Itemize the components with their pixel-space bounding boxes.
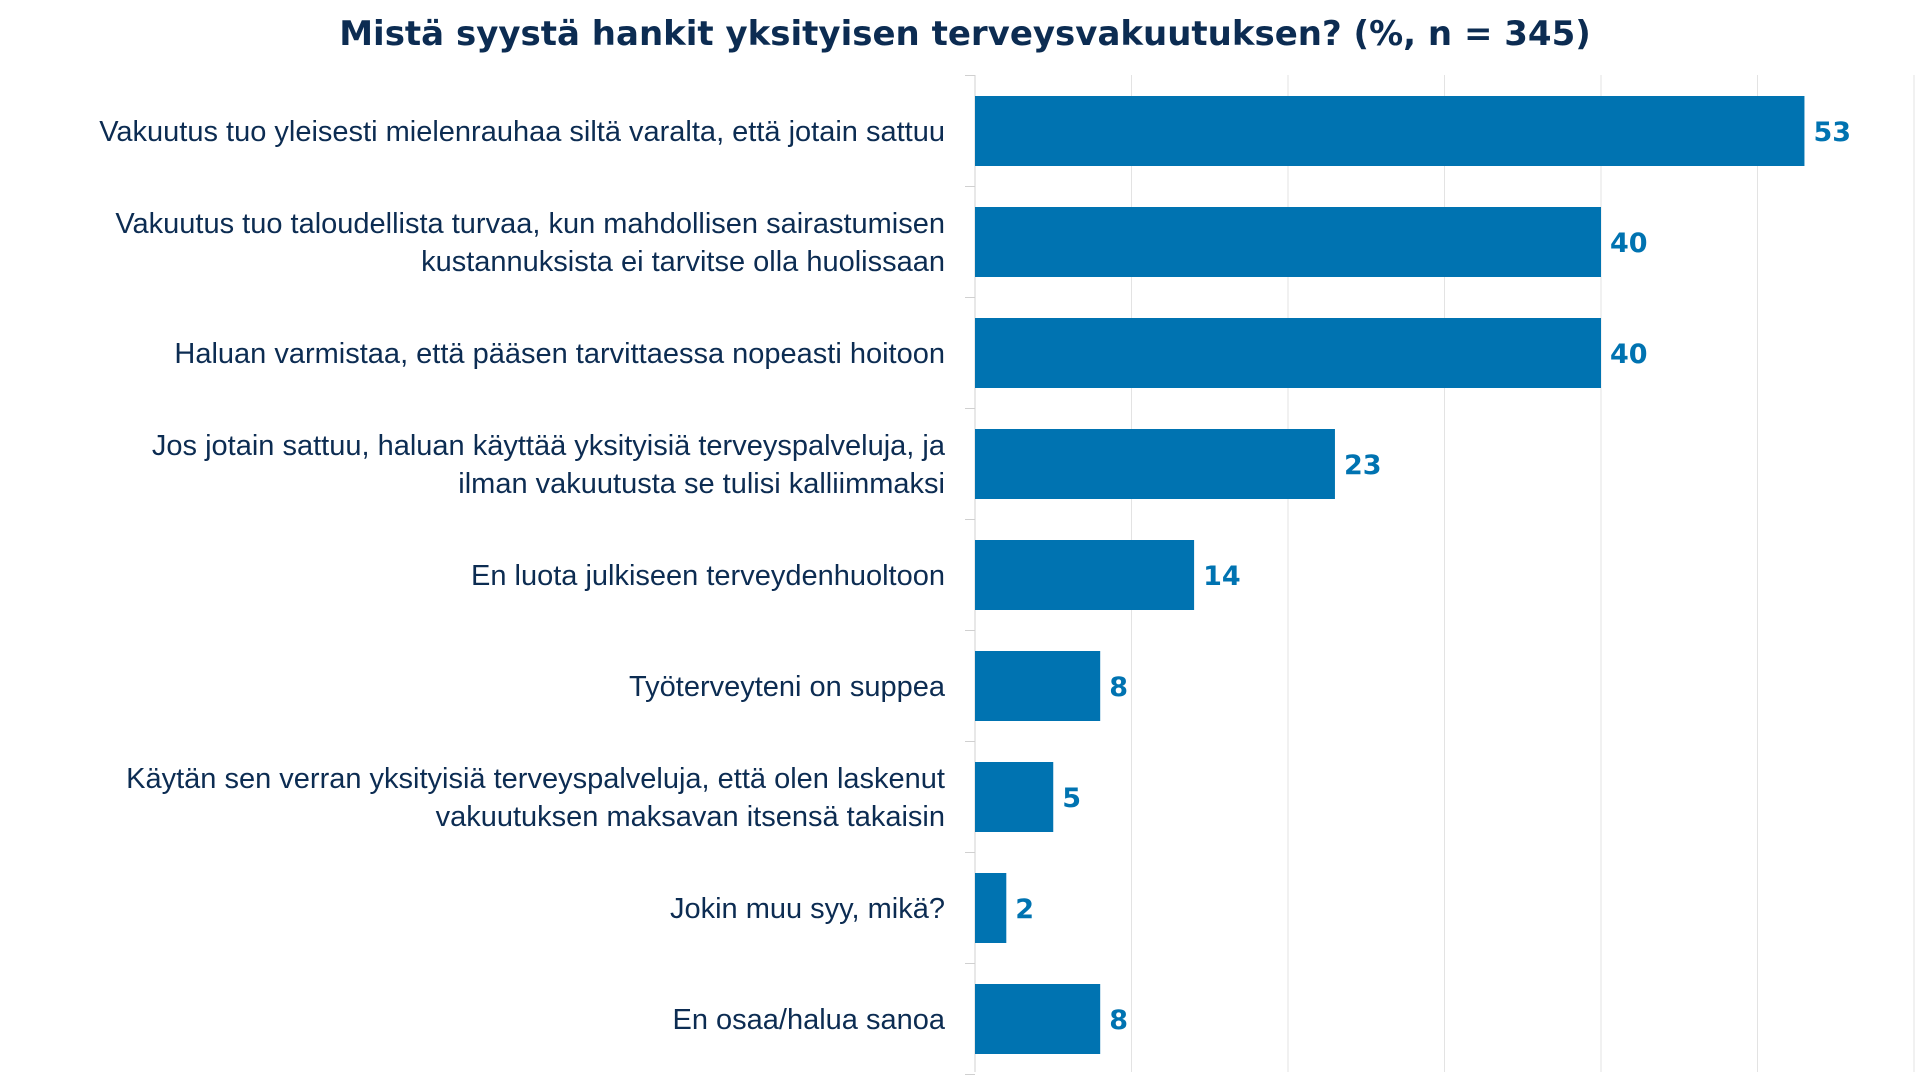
category-label: En osaa/halua sanoa: [673, 1004, 946, 1036]
bar: [975, 762, 1054, 832]
category-label: Haluan varmistaa, että pääsen tarvittaes…: [174, 338, 945, 370]
data-label: 40: [1610, 228, 1648, 259]
bar: [975, 429, 1335, 499]
category-label: En luota julkiseen terveydenhuoltoon: [471, 560, 945, 592]
bar: [975, 207, 1601, 277]
category-label: Vakuutus tuo taloudellista turvaa, kun m…: [115, 208, 945, 240]
data-label: 8: [1109, 672, 1128, 703]
data-label: 53: [1813, 117, 1851, 148]
bar: [975, 540, 1195, 610]
data-label: 40: [1610, 339, 1648, 370]
bar: [975, 318, 1601, 388]
category-label: vakuutuksen maksavan itsensä takaisin: [436, 801, 945, 833]
chart-title: Mistä syystä hankit yksityisen terveysva…: [339, 14, 1591, 54]
category-label: Vakuutus tuo yleisesti mielenrauhaa silt…: [99, 116, 945, 148]
data-label: 2: [1015, 894, 1034, 925]
category-label: ilman vakuutusta se tulisi kalliimmaksi: [458, 468, 945, 500]
data-label: 14: [1203, 561, 1241, 592]
category-label: Jokin muu syy, mikä?: [670, 893, 945, 925]
category-label: Työterveyteni on suppea: [629, 671, 946, 703]
bar: [975, 96, 1805, 166]
bar: [975, 651, 1101, 721]
data-label: 23: [1344, 450, 1382, 481]
bar: [975, 984, 1101, 1054]
category-label: Käytän sen verran yksityisiä terveyspalv…: [126, 763, 945, 795]
data-label: 8: [1109, 1005, 1128, 1036]
data-label: 5: [1062, 783, 1081, 814]
category-label: Jos jotain sattuu, haluan käyttää yksity…: [152, 430, 946, 462]
bar: [975, 873, 1007, 943]
category-label: kustannuksista ei tarvitse olla huolissa…: [421, 246, 945, 278]
